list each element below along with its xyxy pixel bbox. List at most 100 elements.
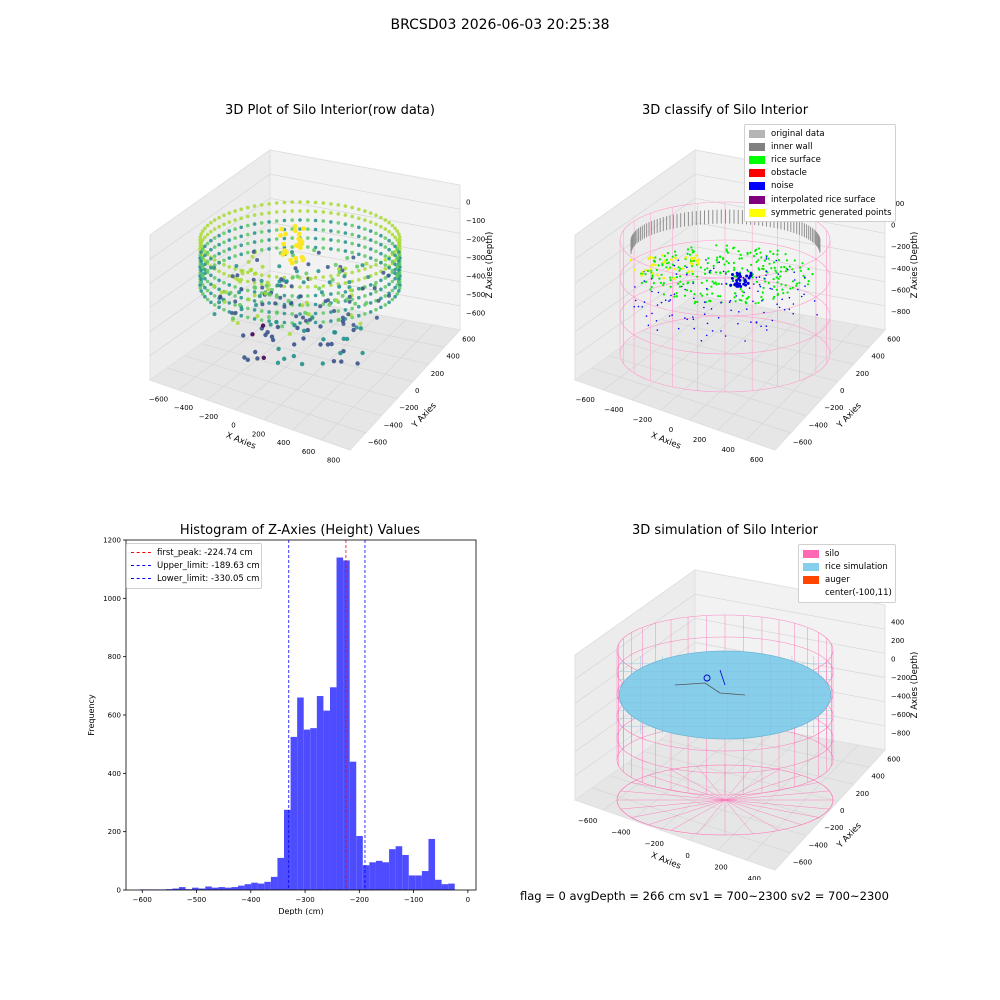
data-point bbox=[212, 227, 217, 231]
grid-line bbox=[235, 309, 352, 411]
data-point bbox=[344, 336, 350, 342]
histogram-bar bbox=[408, 875, 416, 890]
data-point bbox=[390, 268, 395, 273]
data-point bbox=[282, 200, 287, 205]
data-point bbox=[398, 274, 402, 278]
rice-surface-point bbox=[755, 280, 759, 283]
silo-wire bbox=[724, 799, 830, 810]
inner-wall-point bbox=[816, 231, 818, 246]
histogram-bar bbox=[343, 560, 350, 890]
data-point bbox=[293, 266, 298, 271]
rice-surface-point bbox=[706, 293, 709, 296]
auger-outline bbox=[674, 682, 746, 696]
inner-wall-point bbox=[780, 215, 782, 230]
rice-surface-point bbox=[767, 281, 770, 284]
data-point bbox=[368, 292, 373, 296]
data-point bbox=[393, 285, 397, 290]
data-point bbox=[222, 249, 226, 254]
z-tick-label: 0 bbox=[891, 655, 895, 663]
inner-wall-point bbox=[641, 225, 643, 240]
y-tick-label: 200 bbox=[108, 828, 121, 836]
data-point bbox=[198, 274, 202, 278]
data-point bbox=[336, 291, 341, 295]
data-point bbox=[317, 286, 322, 291]
data-point bbox=[383, 236, 388, 240]
data-point bbox=[267, 310, 271, 314]
rice-surface-point bbox=[801, 262, 804, 265]
data-point bbox=[246, 259, 251, 264]
y-tick-label: −600 bbox=[793, 858, 812, 866]
data-point bbox=[278, 283, 283, 288]
noise-point bbox=[706, 322, 709, 325]
z-tick-label: −800 bbox=[891, 308, 910, 316]
rice-surface-point bbox=[767, 257, 770, 260]
grid-line bbox=[660, 309, 777, 411]
inner-wall-point bbox=[662, 217, 664, 232]
data-point bbox=[233, 310, 238, 315]
data-point bbox=[259, 273, 264, 277]
legend-label: Upper_limit: -189.63 cm bbox=[157, 560, 260, 571]
data-point bbox=[212, 303, 217, 307]
noise-point bbox=[735, 295, 737, 297]
grid-line bbox=[660, 318, 854, 365]
histogram-bar bbox=[172, 888, 179, 890]
noise-point bbox=[749, 273, 753, 277]
data-point bbox=[366, 275, 371, 279]
data-point bbox=[306, 227, 310, 231]
data-point bbox=[252, 204, 257, 208]
x-tick-label: 200 bbox=[252, 430, 265, 438]
inner-wall-point bbox=[725, 209, 726, 224]
data-point bbox=[274, 210, 279, 214]
data-point bbox=[239, 234, 243, 239]
inner-wall-point bbox=[817, 233, 819, 248]
data-point bbox=[252, 231, 257, 235]
noise-point bbox=[670, 294, 672, 297]
data-point bbox=[222, 262, 226, 267]
data-point bbox=[343, 222, 348, 226]
data-point bbox=[397, 232, 401, 236]
y-tick-label: −400 bbox=[384, 421, 403, 429]
legend-item: symmetric generated points bbox=[749, 206, 892, 219]
data-point bbox=[267, 319, 271, 323]
z-tick-label: −600 bbox=[891, 711, 910, 719]
inner-wall-point bbox=[699, 210, 701, 225]
data-point bbox=[274, 294, 279, 299]
data-point bbox=[321, 302, 326, 306]
noise-point bbox=[656, 304, 659, 306]
inner-wall-point bbox=[818, 234, 819, 249]
data-point bbox=[304, 271, 309, 276]
grid-line bbox=[643, 331, 838, 382]
data-point bbox=[336, 239, 341, 243]
data-point bbox=[259, 221, 264, 225]
noise-point bbox=[713, 267, 715, 269]
rice-surface-point bbox=[699, 266, 702, 269]
rice-surface-point bbox=[786, 291, 789, 294]
rice-surface-point bbox=[679, 275, 682, 278]
legend-label: noise bbox=[771, 181, 794, 192]
data-point bbox=[350, 250, 354, 255]
y-tick-label: 400 bbox=[446, 353, 459, 361]
silo-wire bbox=[696, 766, 726, 801]
noise-point bbox=[792, 303, 795, 305]
data-point bbox=[363, 276, 367, 280]
panel1-3d-plot: −600 −400 −200 0 200 400 600 800 −600 −400 −200 0 20… bbox=[149, 149, 495, 465]
rice-surface-point bbox=[696, 275, 699, 278]
data-point bbox=[397, 250, 401, 254]
data-point bbox=[227, 229, 232, 233]
rice-surface-point bbox=[807, 280, 810, 283]
rice-surface-point bbox=[772, 278, 775, 281]
data-point bbox=[390, 232, 395, 237]
rice-surface-point bbox=[715, 244, 718, 247]
symmetric-point bbox=[684, 256, 688, 259]
data-point bbox=[292, 223, 298, 229]
histogram-bar bbox=[185, 889, 193, 891]
data-point bbox=[246, 306, 250, 311]
noise-point bbox=[765, 274, 767, 276]
data-point bbox=[282, 356, 287, 361]
data-point bbox=[203, 271, 207, 276]
symmetric-point bbox=[662, 261, 665, 264]
data-point bbox=[390, 259, 395, 264]
symmetric-point bbox=[656, 273, 659, 277]
data-point bbox=[374, 289, 378, 294]
data-point bbox=[222, 307, 226, 312]
